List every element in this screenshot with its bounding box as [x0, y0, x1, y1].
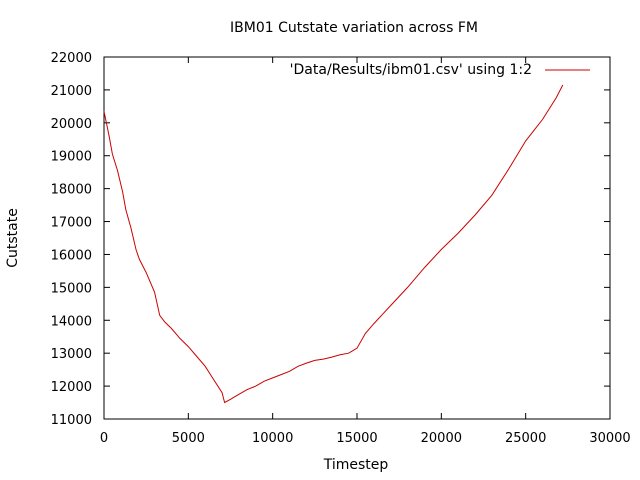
y-tick-label: 16000 — [51, 248, 92, 263]
legend: 'Data/Results/ibm01.csv' using 1:2 — [290, 62, 590, 78]
y-tick-label: 18000 — [51, 183, 92, 198]
y-tick-label: 13000 — [51, 347, 92, 362]
y-tick-label: 12000 — [51, 380, 92, 395]
y-axis-label: Cutstate — [5, 208, 21, 268]
x-tick-label: 15000 — [336, 431, 377, 446]
y-tick-label: 11000 — [51, 413, 92, 428]
y-tick-label: 14000 — [51, 314, 92, 329]
x-tick-label: 25000 — [505, 431, 546, 446]
chart-title: IBM01 Cutstate variation across FM — [230, 20, 478, 36]
x-axis-label: Timestep — [323, 457, 389, 473]
y-tick-label: 17000 — [51, 216, 92, 231]
y-tick-label: 19000 — [51, 150, 92, 165]
y-axis-ticks: 11000 12000 13000 14000 15000 16000 17000 18000… — [51, 51, 610, 428]
x-tick-label: 10000 — [252, 431, 293, 446]
x-tick-label: 30000 — [589, 431, 630, 446]
x-axis-ticks: 0 5000 10000 15000 20000 25000 30000 — [100, 57, 631, 446]
plot-frame — [103, 56, 611, 420]
y-tick-label: 22000 — [51, 51, 92, 66]
x-tick-label: 5000 — [172, 431, 205, 446]
y-tick-label: 15000 — [51, 281, 92, 296]
legend-label: 'Data/Results/ibm01.csv' using 1:2 — [290, 62, 532, 78]
x-tick-label: 0 — [100, 431, 108, 446]
x-tick-label: 20000 — [421, 431, 462, 446]
y-tick-label: 21000 — [51, 84, 92, 99]
series-line — [103, 84, 564, 404]
y-tick-label: 20000 — [51, 117, 92, 132]
